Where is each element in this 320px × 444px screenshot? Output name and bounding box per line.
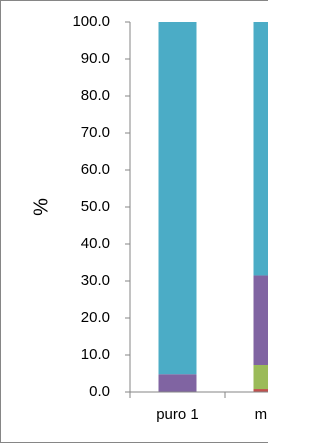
y-tick-label: 10.0 xyxy=(81,346,110,363)
bar-segment xyxy=(158,22,197,375)
y-tick-label: 0.0 xyxy=(89,383,110,400)
y-tick-label: 80.0 xyxy=(81,87,110,104)
y-tick-label: 60.0 xyxy=(81,161,110,178)
x-tick-label: puro 1 xyxy=(156,406,199,423)
bar-segment xyxy=(253,389,268,392)
y-tick-label: 40.0 xyxy=(81,235,110,252)
y-axis-label: % xyxy=(30,198,52,216)
chart: % 0.0 10.0 20.0 30.0 40.0 50.0 60.0 70.0 80.0 90.… xyxy=(0,0,268,443)
y-tick-label: 100.0 xyxy=(72,13,110,30)
x-tick-label: misto xyxy=(255,406,268,423)
chart-border xyxy=(0,0,268,443)
y-tick-label: 90.0 xyxy=(81,50,110,67)
y-tick-label: 70.0 xyxy=(81,124,110,141)
y-tick-label: 20.0 xyxy=(81,309,110,326)
y-tick-label: 30.0 xyxy=(81,272,110,289)
y-tick-label: 50.0 xyxy=(81,198,110,215)
bar-segment xyxy=(253,22,268,276)
bar-segment xyxy=(253,275,268,365)
bar-segment xyxy=(158,374,197,392)
bar-segment xyxy=(253,364,268,390)
